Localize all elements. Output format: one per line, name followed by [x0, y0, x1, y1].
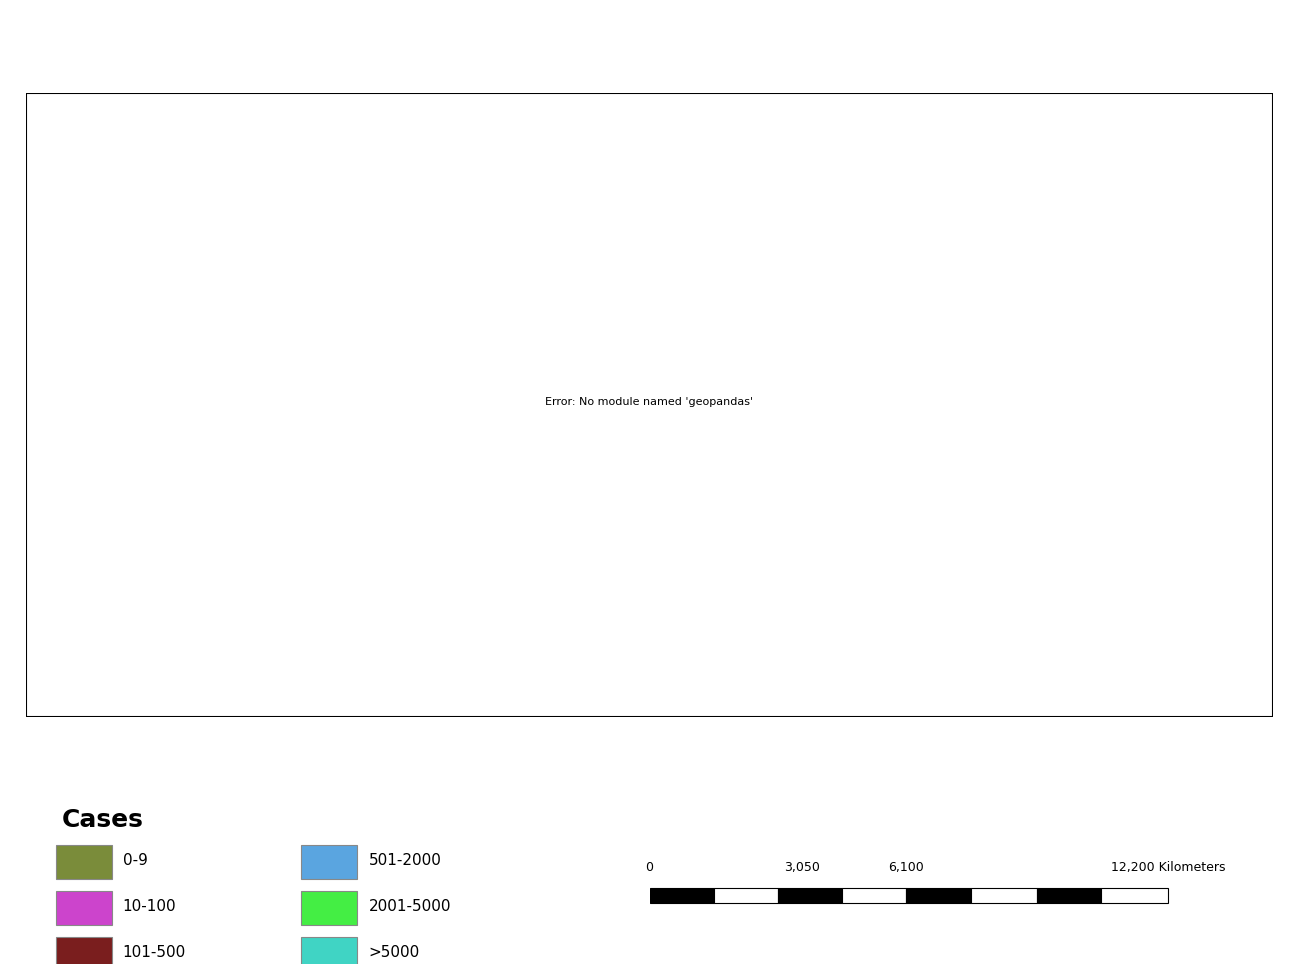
Bar [714, 889, 778, 903]
Bar [778, 889, 843, 903]
Text: 0: 0 [646, 861, 653, 873]
Bar [56, 891, 112, 925]
Text: 101-500: 101-500 [122, 946, 186, 960]
Bar [972, 889, 1037, 903]
Bar [56, 844, 112, 879]
Bar [301, 844, 357, 879]
Bar [56, 937, 112, 964]
Bar [905, 889, 972, 903]
Text: 12,200 Kilometers: 12,200 Kilometers [1111, 861, 1226, 873]
Text: 0-9: 0-9 [122, 853, 148, 868]
Text: >5000: >5000 [369, 946, 420, 960]
Bar [301, 891, 357, 925]
Bar [1102, 889, 1168, 903]
Bar [650, 889, 714, 903]
Text: 10-100: 10-100 [122, 899, 177, 914]
Bar [301, 937, 357, 964]
Text: 501-2000: 501-2000 [369, 853, 442, 868]
Text: Error: No module named 'geopandas': Error: No module named 'geopandas' [546, 397, 753, 407]
Bar [843, 889, 905, 903]
Text: 3,050: 3,050 [785, 861, 820, 873]
Bar [1037, 889, 1102, 903]
Text: 6,100: 6,100 [889, 861, 924, 873]
Text: 2001-5000: 2001-5000 [369, 899, 451, 914]
Text: Cases: Cases [61, 808, 143, 832]
